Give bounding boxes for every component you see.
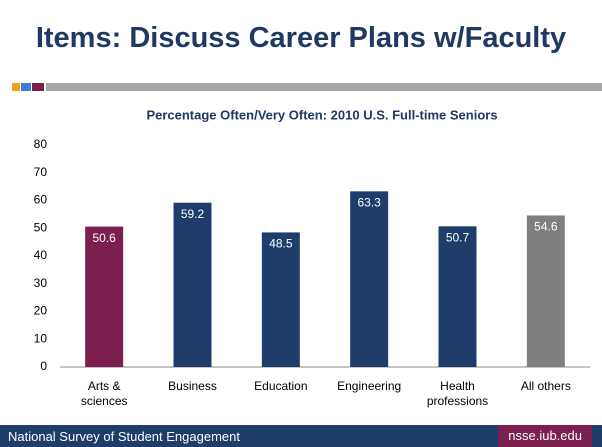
- bar: [173, 202, 212, 367]
- x-tick-label: Arts & sciences: [80, 379, 128, 408]
- bar: [261, 232, 300, 367]
- x-tick-label: Engineering: [337, 379, 402, 393]
- value-label: 50.6: [92, 231, 116, 245]
- x-tick-label: All others: [520, 379, 571, 393]
- chart-title: Percentage Often/Very Often: 2010 U.S. F…: [146, 107, 497, 122]
- value-label: 54.6: [534, 220, 558, 234]
- decor-strip: [12, 83, 602, 91]
- y-tick-label: 0: [40, 359, 47, 373]
- bar: [85, 226, 124, 367]
- bar: [526, 215, 565, 367]
- footer-right: nsse.iub.edu: [498, 425, 592, 447]
- y-tick-label: 20: [34, 304, 48, 318]
- y-tick-label: 40: [34, 248, 48, 262]
- value-label: 50.7: [446, 230, 470, 244]
- slide-title: Items: Discuss Career Plans w/Faculty: [35, 22, 567, 54]
- value-label: 48.5: [269, 237, 293, 251]
- y-tick-label: 50: [34, 220, 48, 234]
- x-tick-label: Business: [168, 379, 217, 393]
- x-tick-label: Health professions: [426, 379, 489, 408]
- x-tick-label: Education: [254, 379, 308, 393]
- bar: [350, 191, 389, 367]
- footer: National Survey of Student Engagement ns…: [0, 425, 602, 447]
- footer-left: National Survey of Student Engagement: [8, 429, 240, 444]
- y-tick-label: 60: [34, 193, 48, 207]
- y-tick-label: 10: [34, 331, 48, 345]
- value-label: 59.2: [181, 207, 205, 221]
- chart: Percentage Often/Very Often: 2010 U.S. F…: [34, 107, 590, 373]
- value-label: 63.3: [357, 196, 381, 210]
- y-tick-label: 80: [34, 137, 48, 151]
- bar: [438, 226, 477, 367]
- y-tick-label: 70: [34, 165, 48, 179]
- y-tick-label: 30: [34, 276, 48, 290]
